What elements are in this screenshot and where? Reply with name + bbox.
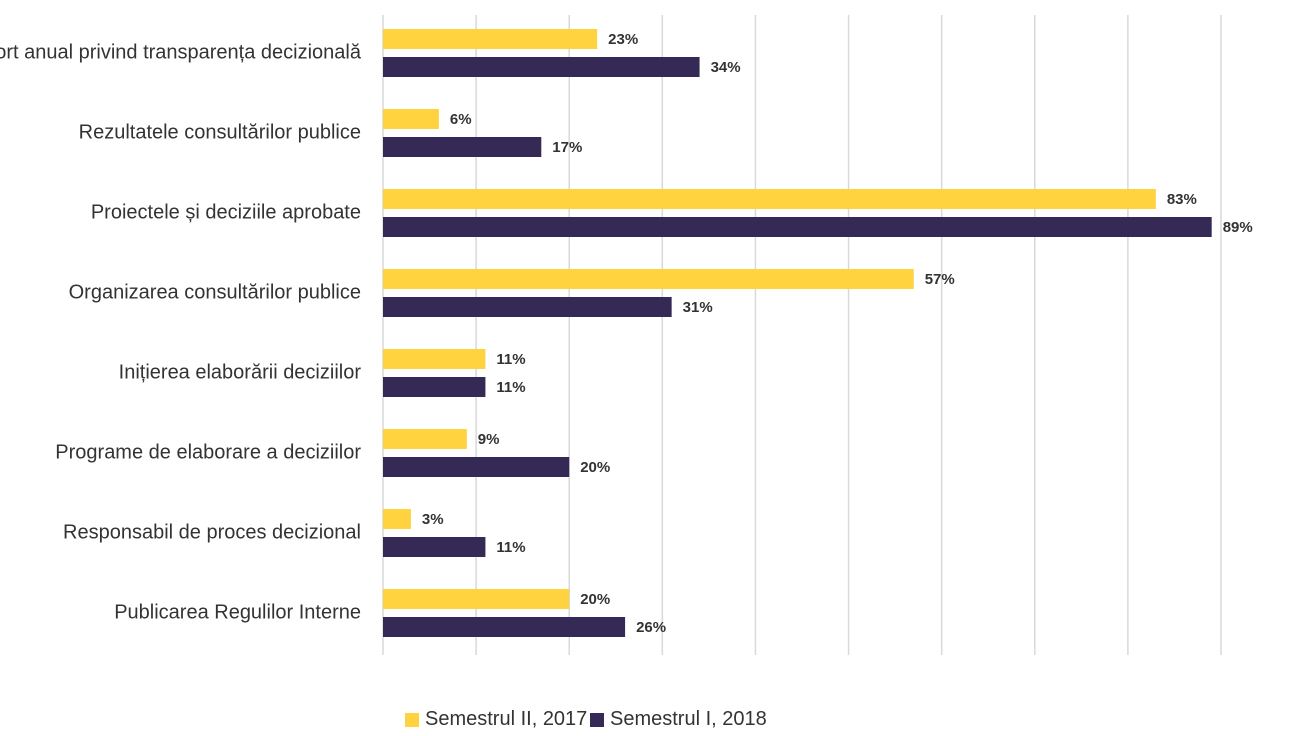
category-labels: Raport anual privind transparența decizi… [0, 41, 362, 623]
data-label: 11% [496, 539, 525, 556]
category-label: Responsabil de proces decizional [63, 521, 361, 543]
bar-series-2 [383, 137, 542, 157]
data-label: 9% [478, 431, 500, 448]
bar-series-1 [383, 509, 411, 529]
bar-series-2 [383, 457, 570, 477]
data-label: 31% [683, 299, 713, 316]
legend-entry: Semestrul II, 2017 [425, 708, 587, 730]
data-label: 3% [422, 511, 444, 528]
bar-series-1 [383, 429, 467, 449]
bar-series-2 [383, 377, 486, 397]
legend: Semestrul II, 2017 Semestrul I, 2018 [405, 708, 767, 730]
bar-series-1 [383, 29, 598, 49]
data-label: 20% [580, 459, 610, 476]
bar-series-1 [383, 589, 570, 609]
bar-series-1 [383, 109, 439, 129]
bar-series-1 [383, 349, 486, 369]
bars [383, 29, 1212, 637]
bar-series-2 [383, 537, 486, 557]
legend-entry: Semestrul I, 2018 [610, 708, 767, 730]
gridlines [382, 15, 1222, 655]
bar-series-2 [383, 617, 626, 637]
data-label: 34% [711, 59, 741, 76]
data-label: 57% [925, 271, 955, 288]
category-label: Proiectele și deciziile aprobate [91, 201, 361, 223]
bar-series-2 [383, 57, 700, 77]
data-label: 6% [450, 111, 472, 128]
legend-swatch [590, 713, 604, 727]
value-labels: 23% 34% 6% 17% 83% 89% 57% 31% 11% 11% 9% 20% 3% 11% 2… [422, 31, 1253, 636]
data-label: 17% [552, 139, 582, 156]
category-label: Organizarea consultărilor publice [69, 281, 361, 303]
category-label: Inițierea elaborării deciziilor [119, 361, 362, 383]
bar-series-2 [383, 217, 1212, 237]
data-label: 83% [1167, 191, 1197, 208]
data-label: 23% [608, 31, 638, 48]
category-label: Raport anual privind transparența decizi… [0, 41, 362, 63]
bar-series-1 [383, 189, 1156, 209]
data-label: 20% [580, 591, 610, 608]
data-label: 26% [636, 619, 666, 636]
category-label: Programe de elaborare a deciziilor [55, 441, 361, 463]
category-label: Rezultatele consultărilor publice [79, 121, 361, 143]
bar-series-2 [383, 297, 672, 317]
bar-series-1 [383, 269, 914, 289]
data-label: 11% [496, 351, 525, 368]
data-label: 11% [496, 379, 525, 396]
legend-swatch [405, 713, 419, 727]
data-label: 89% [1223, 219, 1253, 236]
category-label: Publicarea Regulilor Interne [114, 601, 361, 623]
